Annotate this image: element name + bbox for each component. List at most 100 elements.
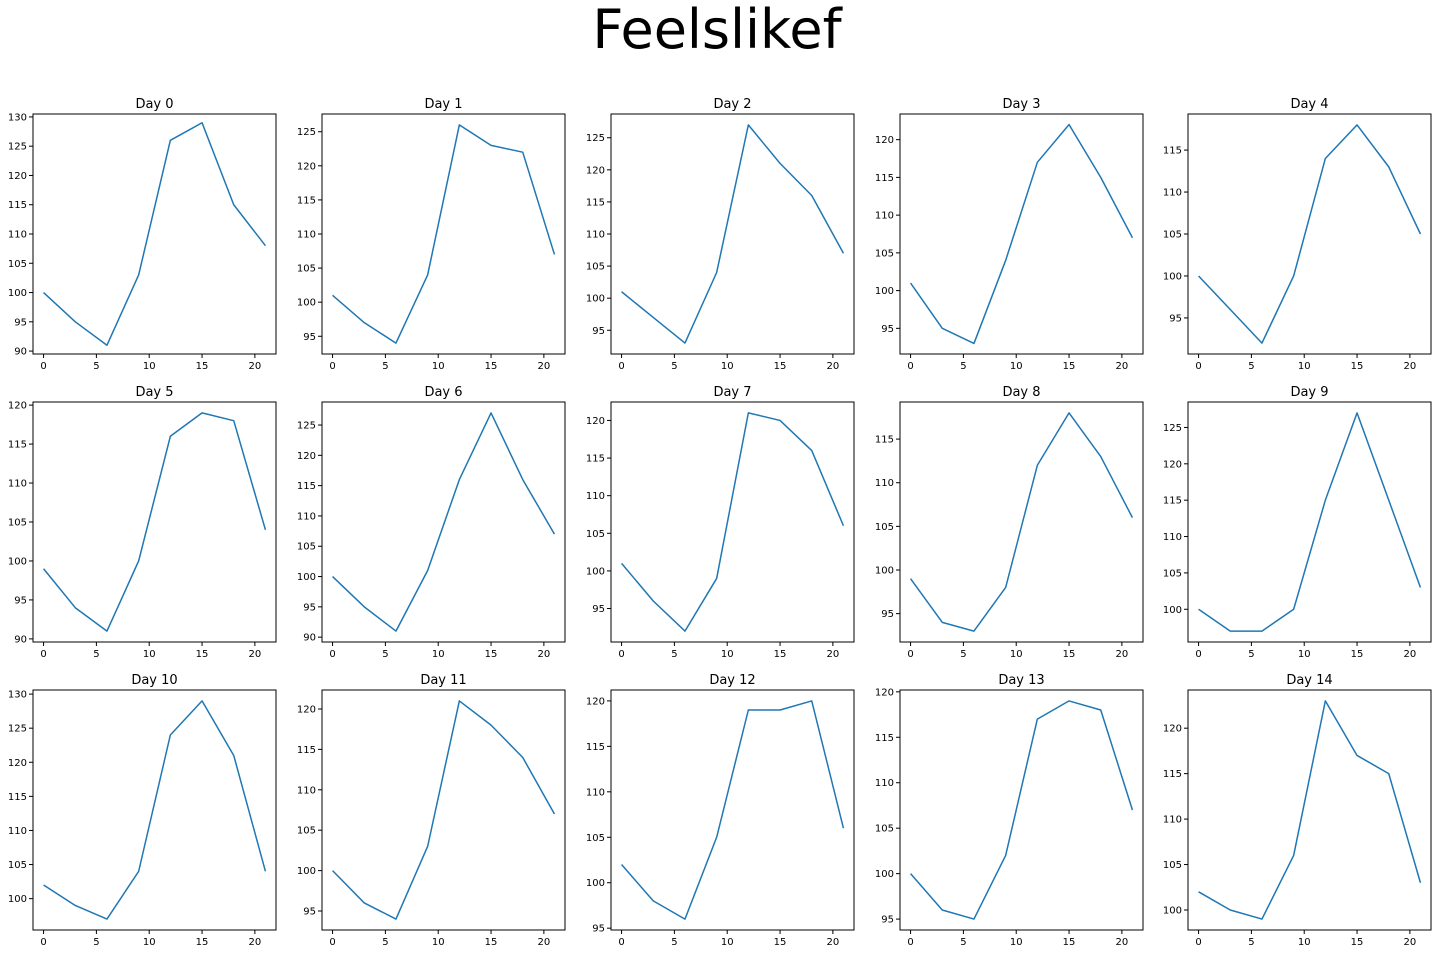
- x-tick-label: 10: [1010, 361, 1023, 372]
- axes-frame: [32, 113, 277, 355]
- x-tick-label: 5: [960, 361, 966, 372]
- series-line: [332, 412, 556, 632]
- y-tick-label: 125: [8, 142, 27, 153]
- y-tick-label: 120: [586, 165, 605, 176]
- y-tick-label: 115: [297, 195, 316, 206]
- y-tick-label: 95: [592, 604, 605, 615]
- x-tick-label: 15: [485, 649, 498, 660]
- x-tick-label: 10: [1298, 937, 1311, 948]
- x-tick-label: 0: [618, 937, 624, 948]
- x-tick-label: 15: [485, 361, 498, 372]
- y-tick-label: 130: [8, 690, 27, 701]
- y-tick-label: 120: [1163, 724, 1182, 735]
- y-tick-label: 125: [297, 127, 316, 138]
- y-tick-label: 100: [8, 288, 27, 299]
- x-tick-label: 10: [1298, 649, 1311, 660]
- x-tick-label: 20: [249, 361, 262, 372]
- x-tick-label: 10: [143, 361, 156, 372]
- x-tick-label: 0: [907, 937, 913, 948]
- y-tick-label: 105: [8, 259, 27, 270]
- y-tick-label: 120: [586, 696, 605, 707]
- y-tick-label: 110: [297, 785, 316, 796]
- x-tick-label: 0: [907, 361, 913, 372]
- series-line: [621, 124, 845, 344]
- axes-frame: [610, 401, 855, 643]
- subplot-day-1: Day 1 0 5 10 15 20 95 100 105 110 115 120 125: [297, 97, 566, 372]
- y-tick-label: 130: [8, 112, 27, 123]
- y-tick-label: 110: [8, 826, 27, 837]
- y-tick-label: 120: [586, 416, 605, 427]
- y-tick-label: 110: [8, 230, 27, 241]
- y-tick-label: 120: [8, 758, 27, 769]
- y-tick-label: 95: [592, 924, 605, 935]
- y-tick-label: 90: [14, 347, 27, 358]
- y-tick-label: 110: [875, 478, 894, 489]
- subplot-day-9: Day 9 0 5 10 15 20 100 105 110 115 120 125: [1163, 385, 1432, 660]
- y-tick-label: 100: [875, 566, 894, 577]
- y-tick-label: 105: [297, 542, 316, 553]
- y-tick-label: 105: [875, 248, 894, 259]
- x-tick-label: 20: [1116, 937, 1129, 948]
- subplot-title: Day 4: [1290, 97, 1328, 112]
- subplot-day-2: Day 2 0 5 10 15 20 95 100 105 110 115 120 125: [586, 97, 855, 372]
- y-tick-label: 115: [1163, 146, 1182, 157]
- x-tick-label: 10: [1298, 361, 1311, 372]
- y-tick-label: 115: [8, 200, 27, 211]
- subplot-title: Day 2: [713, 97, 751, 112]
- x-tick-label: 5: [671, 937, 677, 948]
- y-tick-label: 95: [881, 324, 894, 335]
- x-tick-label: 5: [960, 937, 966, 948]
- x-tick-label: 20: [827, 937, 840, 948]
- x-tick-label: 10: [1010, 937, 1023, 948]
- y-tick-label: 100: [1163, 605, 1182, 616]
- y-tick-label: 105: [8, 860, 27, 871]
- x-tick-label: 15: [1063, 649, 1076, 660]
- axes-frame: [1187, 689, 1432, 931]
- subplot-day-12: Day 12 0 5 10 15 20 95 100 105 110 115 120: [586, 673, 855, 948]
- y-tick-label: 105: [297, 264, 316, 275]
- y-tick-label: 125: [8, 724, 27, 735]
- x-tick-label: 10: [143, 937, 156, 948]
- x-tick-label: 5: [1248, 649, 1254, 660]
- x-tick-label: 0: [329, 937, 335, 948]
- x-tick-label: 10: [143, 649, 156, 660]
- x-tick-label: 20: [538, 649, 551, 660]
- y-tick-label: 110: [297, 230, 316, 241]
- y-tick-label: 95: [303, 602, 316, 613]
- x-tick-label: 5: [382, 937, 388, 948]
- subplot-title: Day 6: [424, 385, 462, 400]
- y-tick-label: 110: [875, 778, 894, 789]
- x-tick-label: 20: [249, 649, 262, 660]
- y-tick-label: 100: [875, 869, 894, 880]
- x-tick-label: 20: [538, 937, 551, 948]
- subplot-title: Day 8: [1002, 385, 1040, 400]
- subplot-day-13: Day 13 0 5 10 15 20 95 100 105 110 115 120: [875, 673, 1144, 948]
- y-tick-label: 105: [586, 833, 605, 844]
- x-tick-label: 0: [618, 649, 624, 660]
- subplot-day-4: Day 4 0 5 10 15 20 95 100 105 110 115: [1163, 97, 1432, 372]
- x-tick-label: 0: [907, 649, 913, 660]
- y-tick-label: 125: [586, 133, 605, 144]
- series-line: [910, 700, 1134, 920]
- x-tick-label: 10: [1010, 649, 1023, 660]
- series-line: [909, 412, 1134, 632]
- y-tick-label: 125: [1163, 423, 1182, 434]
- series-line: [43, 122, 267, 346]
- subplot-title: Day 1: [424, 97, 462, 112]
- y-tick-label: 100: [8, 556, 27, 567]
- subplot-title: Day 10: [131, 673, 177, 688]
- subplot-day-5: Day 5 0 5 10 15 20 90 95 100 105 110 115 120: [8, 385, 277, 660]
- y-tick-label: 110: [1163, 532, 1182, 543]
- series-line: [332, 700, 556, 920]
- y-tick-label: 105: [586, 529, 605, 540]
- x-tick-label: 15: [1351, 649, 1364, 660]
- y-tick-label: 100: [875, 286, 894, 297]
- subplot-day-3: Day 3 0 5 10 15 20 95 100 105 110 115 120: [875, 97, 1144, 372]
- y-tick-label: 95: [14, 317, 27, 328]
- y-tick-label: 100: [297, 572, 316, 583]
- subplot-title: Day 11: [420, 673, 466, 688]
- subplot-title: Day 9: [1290, 385, 1328, 400]
- x-tick-label: 0: [1195, 361, 1201, 372]
- y-tick-label: 95: [881, 915, 894, 926]
- subplot-title: Day 13: [998, 673, 1044, 688]
